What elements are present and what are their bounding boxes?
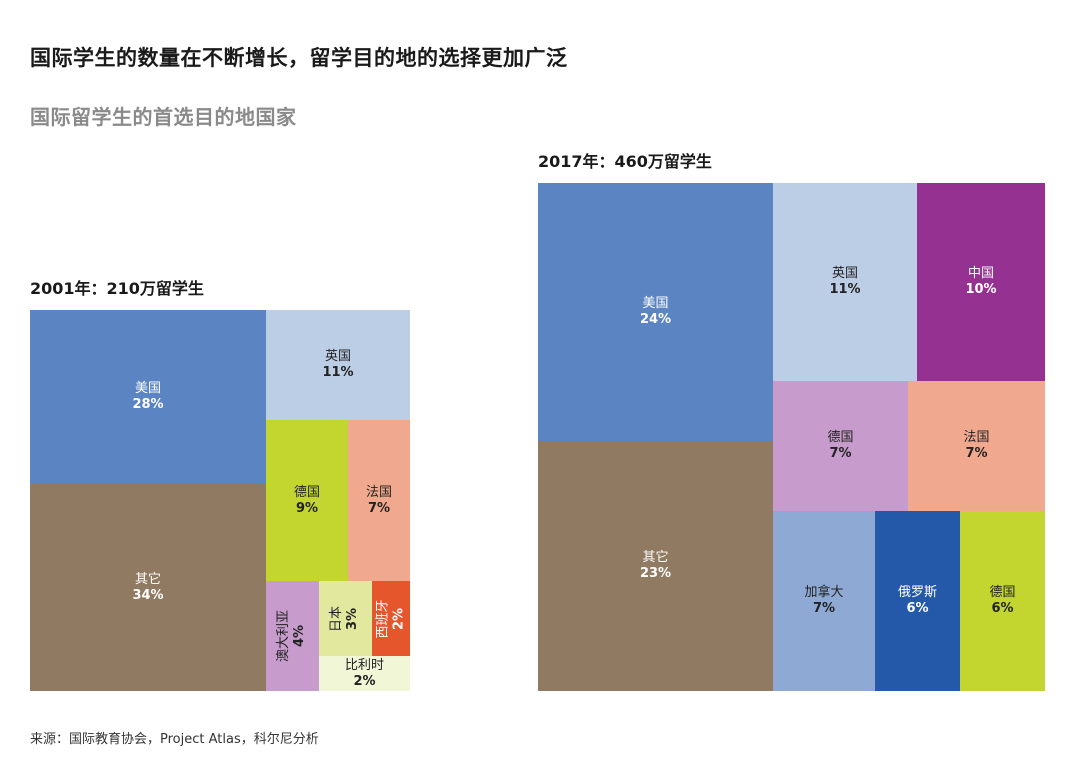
cell-label: 其它 [642, 550, 669, 565]
treemap-cell: 美国 28% [30, 310, 266, 484]
cell-value: 11% [829, 282, 861, 297]
treemap-cell: 其它 23% [538, 441, 773, 691]
cell-value: 4% [292, 624, 308, 648]
cell-label: 俄罗斯 [897, 585, 937, 600]
cell-value: 3% [345, 607, 361, 630]
cell-label: 西班牙 [375, 598, 391, 639]
treemap-2017: 美国 24% 其它 23% 英国 11% 中国 10% 德国 7% 法国 7% 加拿大 7% 俄罗斯 6% 德国… [538, 183, 1045, 691]
cell-label: 日本 [329, 605, 345, 632]
cell-label: 中国 [967, 266, 994, 281]
cell-label: 德国 [989, 585, 1016, 600]
cell-label: 澳大利亚 [276, 609, 292, 663]
page-subtitle: 国际留学生的首选目的地国家 [30, 105, 297, 129]
cell-label: 德国 [293, 484, 320, 500]
cell-label: 加拿大 [804, 585, 844, 600]
cell-value: 7% [965, 446, 988, 461]
cell-value: 7% [367, 500, 391, 516]
treemap-cell: 美国 24% [538, 183, 773, 441]
cell-label: 法国 [365, 484, 392, 500]
source-note: 来源：国际教育协会，Project Atlas，科尔尼分析 [30, 732, 319, 747]
cell-value: 10% [965, 282, 997, 297]
treemap-cell: 其它 34% [30, 484, 266, 691]
treemap-cell: 英国 11% [773, 183, 917, 381]
cell-value: 24% [639, 312, 672, 327]
page-title: 国际学生的数量在不断增长，留学目的地的选择更加广泛 [30, 46, 568, 70]
cell-value: 2% [391, 607, 407, 630]
cell-label: 英国 [324, 349, 351, 364]
treemap-cell: 比利时 2% [319, 656, 410, 691]
treemap-cell: 日本 3% [319, 581, 372, 656]
cell-value: 7% [829, 446, 852, 461]
treemap-cell: 西班牙 2% [372, 581, 410, 656]
treemap-cell: 法国 7% [348, 420, 410, 581]
chart-2001-title: 2001年：210万留学生 [30, 279, 204, 298]
cell-label: 美国 [642, 296, 669, 311]
cell-label: 英国 [831, 266, 858, 281]
cell-label: 美国 [134, 381, 161, 396]
treemap-cell: 德国 9% [266, 420, 348, 581]
treemap-cell: 加拿大 7% [773, 511, 875, 691]
treemap-cell: 英国 11% [266, 310, 410, 420]
cell-label: 德国 [827, 430, 854, 445]
cell-value: 9% [295, 500, 319, 516]
cell-label: 比利时 [344, 657, 384, 673]
cell-value: 7% [812, 601, 836, 616]
cell-value: 11% [322, 365, 354, 380]
cell-value: 28% [132, 397, 164, 412]
cell-value: 6% [991, 601, 1014, 616]
treemap-cell: 中国 10% [917, 183, 1045, 381]
cell-label: 法国 [963, 430, 990, 445]
treemap-2001: 美国 28% 其它 34% 英国 11% 德国 9% 法国 7% 澳大利亚 4% 日本 3% 西班牙 2% 比利… [30, 310, 410, 691]
treemap-cell: 德国 6% [960, 511, 1045, 691]
chart-2017-title: 2017年：460万留学生 [538, 152, 712, 171]
treemap-cell: 德国 7% [773, 381, 908, 511]
cell-value: 34% [132, 587, 164, 603]
cell-value: 23% [639, 566, 672, 581]
cell-label: 其它 [134, 571, 161, 587]
treemap-cell: 澳大利亚 4% [266, 581, 319, 691]
treemap-cell: 法国 7% [908, 381, 1045, 511]
cell-value: 6% [906, 601, 929, 616]
cell-value: 2% [353, 673, 376, 689]
treemap-cell: 俄罗斯 6% [875, 511, 960, 691]
